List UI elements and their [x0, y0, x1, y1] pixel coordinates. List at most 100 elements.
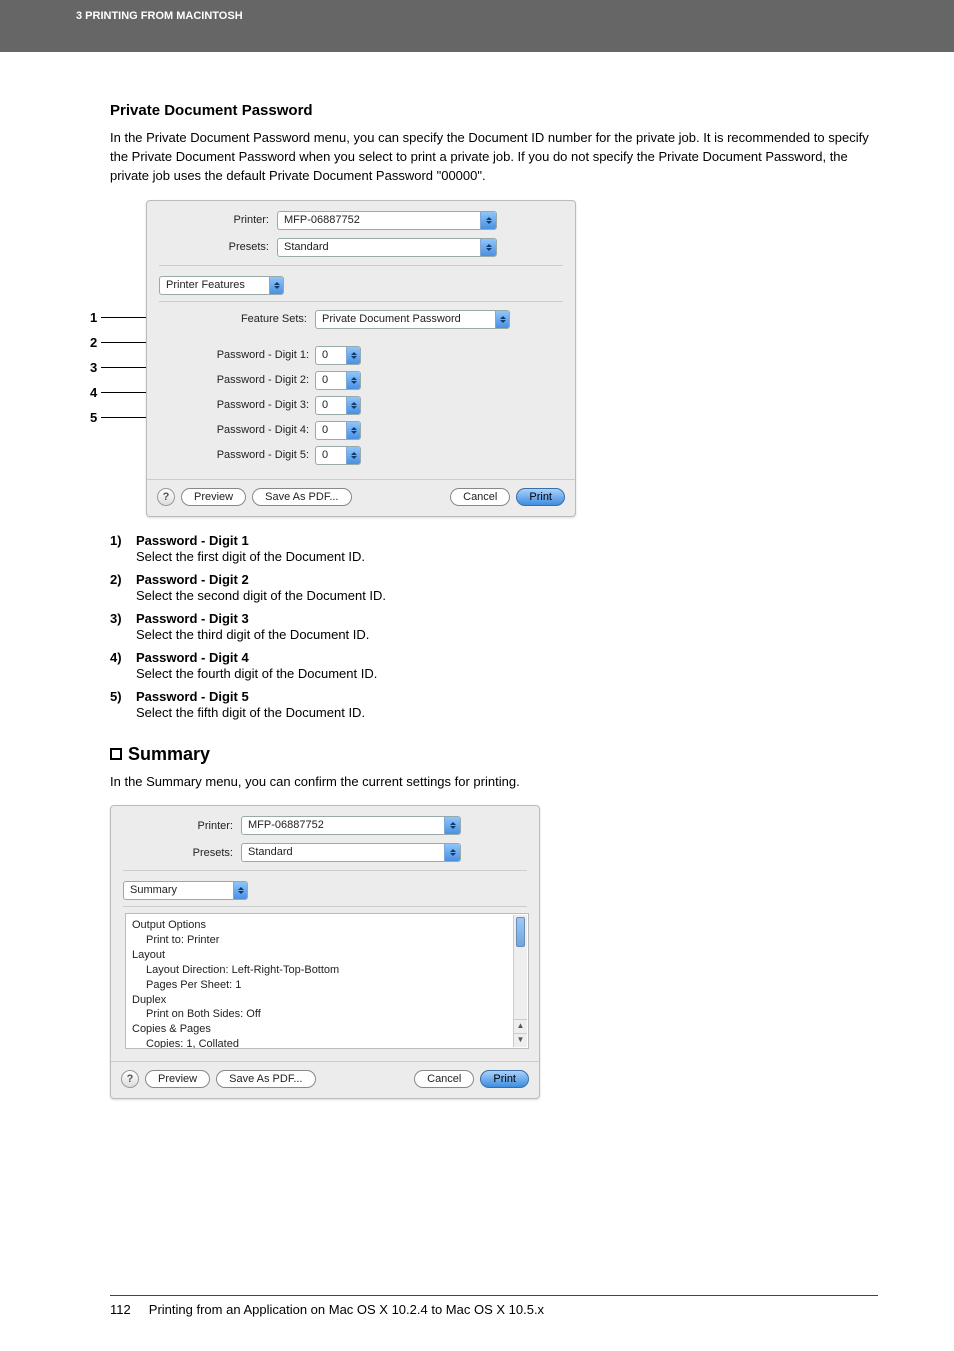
digit-select-2[interactable]: 0 [315, 371, 361, 390]
scroll-up-icon[interactable]: ▲ [514, 1019, 527, 1033]
presets-label-2: Presets: [123, 847, 241, 859]
def-num: 5) [110, 689, 136, 720]
def-desc: Select the third digit of the Document I… [136, 627, 878, 642]
definitions: 1) Password - Digit 1 Select the first d… [110, 533, 878, 720]
def-item-2: 2) Password - Digit 2 Select the second … [110, 572, 878, 603]
digit-value-3: 0 [322, 397, 328, 414]
digit-row-3: Password - Digit 3: 0 [147, 393, 575, 418]
print-button[interactable]: Print [480, 1070, 529, 1088]
summary-line: Layout [132, 948, 512, 963]
separator [123, 906, 527, 907]
digit-value-5: 0 [322, 447, 328, 464]
dialog-footer-2: ? Preview Save As PDF... Cancel Print [111, 1061, 539, 1098]
scroll-thumb[interactable] [516, 917, 525, 947]
def-item-5: 5) Password - Digit 5 Select the fifth d… [110, 689, 878, 720]
panel-row: Printer Features [147, 270, 575, 297]
presets-select-2[interactable]: Standard [241, 843, 461, 862]
chevron-updown-icon [346, 447, 360, 464]
save-pdf-button[interactable]: Save As PDF... [252, 488, 351, 506]
presets-row: Presets: Standard [147, 234, 575, 261]
panel-select-2[interactable]: Summary [123, 881, 248, 900]
presets-row-2: Presets: Standard [111, 839, 539, 866]
def-desc: Select the fourth digit of the Document … [136, 666, 878, 681]
summary-heading: Summary [110, 744, 878, 765]
def-item-1: 1) Password - Digit 1 Select the first d… [110, 533, 878, 564]
printer-row-2: Printer: MFP-06887752 [111, 806, 539, 839]
digit-label-5: Password - Digit 5: [147, 449, 315, 461]
digit-value-1: 0 [322, 347, 328, 364]
chevron-updown-icon [444, 817, 460, 834]
def-desc: Select the fifth digit of the Document I… [136, 705, 878, 720]
def-item-4: 4) Password - Digit 4 Select the fourth … [110, 650, 878, 681]
save-pdf-button[interactable]: Save As PDF... [216, 1070, 315, 1088]
def-title: Password - Digit 3 [136, 611, 878, 626]
panel-value-2: Summary [130, 882, 177, 899]
page-number: 112 [110, 1302, 131, 1317]
def-num: 2) [110, 572, 136, 603]
digit-row-5: Password - Digit 5: 0 [147, 443, 575, 479]
def-title: Password - Digit 2 [136, 572, 878, 587]
feature-select[interactable]: Private Document Password [315, 310, 510, 329]
printer-value: MFP-06887752 [284, 212, 360, 229]
summary-line: Print on Both Sides: Off [132, 1007, 512, 1022]
presets-value-2: Standard [248, 844, 293, 861]
digit-value-2: 0 [322, 372, 328, 389]
callout-5: 5 [90, 410, 97, 425]
summary-line: Copies: 1, Collated [132, 1037, 512, 1049]
printer-select[interactable]: MFP-06887752 [277, 211, 497, 230]
chevron-updown-icon [444, 844, 460, 861]
def-item-3: 3) Password - Digit 3 Select the third d… [110, 611, 878, 642]
summary-line: Layout Direction: Left-Right-Top-Bottom [132, 963, 512, 978]
help-button[interactable]: ? [121, 1070, 139, 1088]
callout-2: 2 [90, 335, 97, 350]
summary-title: Summary [128, 744, 210, 765]
separator [159, 301, 563, 302]
cancel-button[interactable]: Cancel [450, 488, 510, 506]
digit-row-2: Password - Digit 2: 0 [147, 368, 575, 393]
print-dialog-2: Printer: MFP-06887752 Presets: Standard … [110, 805, 540, 1099]
footer-text: Printing from an Application on Mac OS X… [149, 1302, 544, 1317]
digit-select-1[interactable]: 0 [315, 346, 361, 365]
printer-value-2: MFP-06887752 [248, 817, 324, 834]
digit-select-3[interactable]: 0 [315, 396, 361, 415]
section-body-1: In the Private Document Password menu, y… [110, 129, 878, 186]
digit-select-4[interactable]: 0 [315, 421, 361, 440]
summary-line: Copies & Pages [132, 1022, 512, 1037]
summary-line: Print to: Printer [132, 933, 512, 948]
def-num: 3) [110, 611, 136, 642]
digit-row-1: Password - Digit 1: 0 [147, 343, 575, 368]
printer-select-2[interactable]: MFP-06887752 [241, 816, 461, 835]
scrollbar[interactable]: ▲ ▼ [513, 915, 527, 1047]
summary-line: Pages Per Sheet: 1 [132, 978, 512, 993]
presets-value: Standard [284, 239, 329, 256]
presets-select[interactable]: Standard [277, 238, 497, 257]
panel-value: Printer Features [166, 277, 245, 294]
printer-row: Printer: MFP-06887752 [147, 201, 575, 234]
chevron-updown-icon [346, 422, 360, 439]
chevron-updown-icon [480, 239, 496, 256]
chapter-header: 3 PRINTING FROM MACINTOSH [0, 0, 954, 52]
summary-line: Output Options [132, 918, 512, 933]
preview-button[interactable]: Preview [145, 1070, 210, 1088]
chapter-title: 3 PRINTING FROM MACINTOSH [76, 10, 243, 22]
digit-label-1: Password - Digit 1: [147, 349, 315, 361]
callout-1: 1 [90, 310, 97, 325]
help-button[interactable]: ? [157, 488, 175, 506]
printer-label: Printer: [159, 214, 277, 226]
callout-3: 3 [90, 360, 97, 375]
panel-select[interactable]: Printer Features [159, 276, 284, 295]
preview-button[interactable]: Preview [181, 488, 246, 506]
digit-select-5[interactable]: 0 [315, 446, 361, 465]
feature-row: Feature Sets: Private Document Password [147, 306, 575, 333]
digit-label-3: Password - Digit 3: [147, 399, 315, 411]
def-num: 4) [110, 650, 136, 681]
cancel-button[interactable]: Cancel [414, 1070, 474, 1088]
scroll-down-icon[interactable]: ▼ [514, 1033, 527, 1047]
digit-value-4: 0 [322, 422, 328, 439]
print-dialog-1: Printer: MFP-06887752 Presets: Standard … [146, 200, 576, 517]
chevron-updown-icon [233, 882, 247, 899]
print-button[interactable]: Print [516, 488, 565, 506]
square-bullet-icon [110, 748, 122, 760]
chevron-updown-icon [346, 347, 360, 364]
chevron-updown-icon [480, 212, 496, 229]
